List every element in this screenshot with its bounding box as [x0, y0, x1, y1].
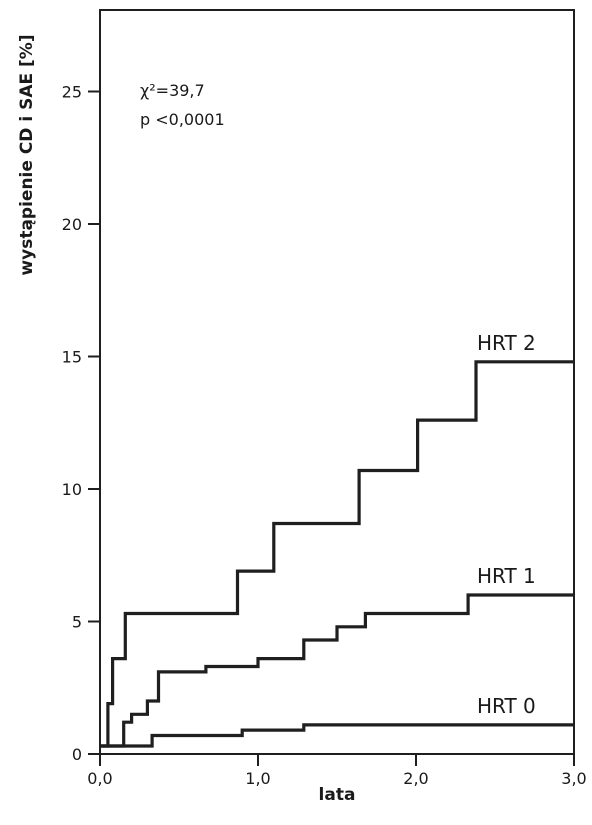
stats-annotation: χ²=39,7 p <0,0001 — [140, 81, 225, 129]
series-labels: HRT 2 HRT 1 HRT 0 — [477, 331, 536, 718]
y-axis: 0 5 10 15 20 25 — [62, 83, 100, 764]
series-line-hrt-1 — [100, 593, 574, 748]
x-tick-label: 3,0 — [561, 769, 586, 788]
y-tick-label: 10 — [62, 480, 82, 499]
x-tick-label: 0,0 — [87, 769, 112, 788]
x-axis: 0,0 1,0 2,0 3,0 — [87, 754, 587, 788]
series-lines — [100, 360, 574, 748]
x-tick-label: 1,0 — [245, 769, 270, 788]
y-tick-label: 0 — [72, 745, 82, 764]
series-label-hrt-1: HRT 1 — [477, 564, 536, 588]
x-tick-label: 2,0 — [403, 769, 428, 788]
series-line-hrt-2 — [100, 360, 574, 748]
series-label-hrt-0: HRT 0 — [477, 694, 536, 718]
y-tick-label: 25 — [62, 83, 82, 102]
series-label-hrt-2: HRT 2 — [477, 331, 536, 355]
series-line-hrt-0 — [100, 723, 574, 748]
y-tick-label: 15 — [62, 348, 82, 367]
chi-square-text: χ²=39,7 — [140, 81, 205, 100]
x-axis-title: lata — [319, 785, 356, 805]
y-tick-label: 20 — [62, 215, 82, 234]
y-axis-title: wystąpienie CD i SAE [%] — [17, 34, 37, 275]
p-value-text: p <0,0001 — [140, 110, 225, 129]
plot-frame — [99, 9, 575, 755]
y-tick-label: 5 — [72, 613, 82, 632]
